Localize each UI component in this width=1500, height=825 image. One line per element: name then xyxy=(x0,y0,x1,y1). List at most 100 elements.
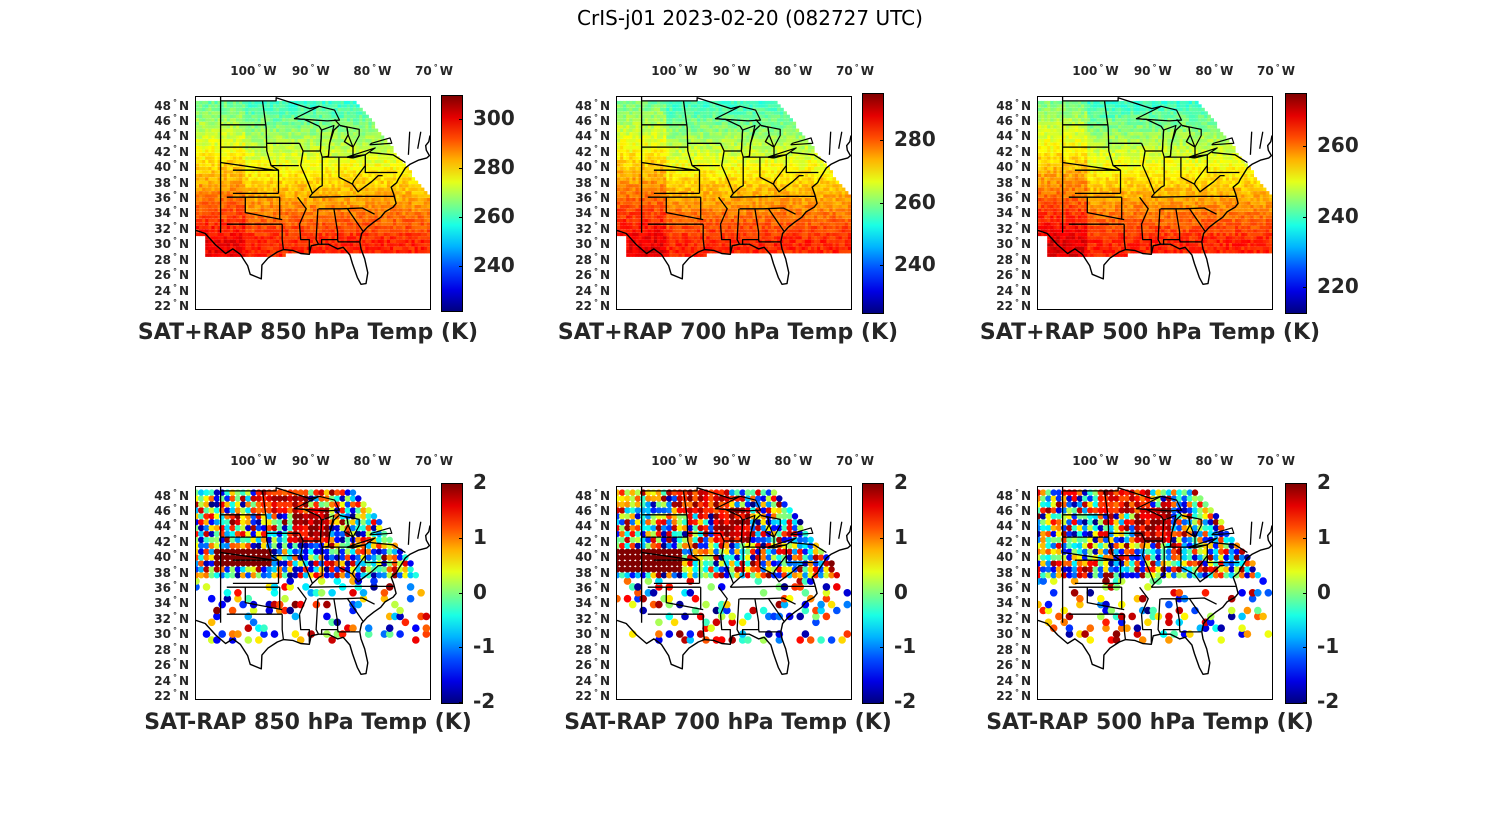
temperature-cell xyxy=(703,243,707,247)
temperature-cell xyxy=(236,232,240,237)
temperature-cell xyxy=(331,100,336,105)
temperature-cell xyxy=(319,201,323,205)
temperature-cell xyxy=(211,250,215,254)
temperature-cell xyxy=(629,191,633,195)
temperature-cell xyxy=(205,239,209,243)
temperature-cell xyxy=(746,187,750,191)
temperature-cell xyxy=(386,159,391,164)
temperature-cell xyxy=(678,211,683,216)
temperature-cell xyxy=(641,222,646,226)
temperature-cell xyxy=(353,198,357,202)
temperature-cell xyxy=(196,232,200,237)
temperature-cell xyxy=(223,163,228,167)
temperature-cell xyxy=(279,173,283,178)
temperature-cell xyxy=(285,125,289,129)
temperature-cell xyxy=(405,194,409,198)
temperature-cell xyxy=(650,194,655,198)
degree-mark: ° xyxy=(433,63,438,72)
temperature-cell xyxy=(396,163,400,167)
temperature-cell xyxy=(712,184,716,188)
temperature-cell xyxy=(300,208,305,212)
temperature-cell xyxy=(349,184,354,188)
temperature-cell xyxy=(792,177,797,181)
temperature-cell xyxy=(276,208,280,212)
temperature-cell xyxy=(684,250,689,254)
temperature-cell xyxy=(426,229,430,233)
temperature-cell xyxy=(325,236,329,240)
temperature-cell xyxy=(285,187,289,191)
temperature-cell xyxy=(279,208,283,212)
lat-value: 46 xyxy=(154,113,171,128)
temperature-cell xyxy=(282,142,286,146)
temperature-cell xyxy=(703,180,707,184)
temperature-cell xyxy=(273,118,277,122)
temperature-cell xyxy=(319,177,323,181)
temperature-cell xyxy=(365,177,369,181)
temperature-cell xyxy=(260,184,265,188)
temperature-cell xyxy=(279,253,283,257)
temperature-cell xyxy=(669,246,673,250)
temperature-cell xyxy=(220,125,225,129)
temperature-cell xyxy=(294,118,299,122)
temperature-cell xyxy=(199,159,203,164)
temperature-cell xyxy=(423,225,428,230)
temperature-cell xyxy=(328,201,332,205)
temperature-cell xyxy=(325,173,329,178)
temperature-cell xyxy=(282,159,286,164)
temperature-cell xyxy=(730,246,735,250)
temperature-cell xyxy=(273,211,277,216)
temperature-cell xyxy=(260,198,265,202)
temperature-cell xyxy=(359,132,363,136)
temperature-cell xyxy=(353,201,357,205)
temperature-cell xyxy=(294,173,299,178)
temperature-cell xyxy=(789,232,793,237)
temperature-cell xyxy=(223,222,228,226)
temperature-cell xyxy=(232,149,237,153)
temperature-cell xyxy=(657,253,661,257)
temperature-cell xyxy=(223,100,228,105)
temperature-cell xyxy=(780,250,784,254)
temperature-cell xyxy=(706,191,710,195)
temperature-cell xyxy=(356,243,360,247)
temperature-cell xyxy=(239,107,243,112)
temperature-cell xyxy=(706,232,710,237)
temperature-cell xyxy=(306,239,311,243)
temperature-cell xyxy=(629,236,633,240)
temperature-cell xyxy=(297,170,302,174)
temperature-cell xyxy=(245,173,249,178)
temperature-cell xyxy=(260,201,265,205)
temperature-cell xyxy=(279,139,283,143)
temperature-cell xyxy=(269,142,274,146)
temperature-cell xyxy=(306,163,311,167)
temperature-cell xyxy=(767,250,772,254)
temperature-cell xyxy=(254,132,259,136)
temperature-cell xyxy=(712,229,716,233)
temperature-cell xyxy=(208,152,212,157)
temperature-cell xyxy=(807,239,812,243)
temperature-cell xyxy=(734,191,738,195)
temperature-cell xyxy=(721,187,726,191)
temperature-cell xyxy=(383,218,388,223)
temperature-cell xyxy=(829,201,833,205)
temperature-cell xyxy=(383,201,388,205)
temperature-cell xyxy=(276,100,280,105)
temperature-cell xyxy=(223,229,228,233)
temperature-cell xyxy=(226,246,231,250)
temperature-cell xyxy=(340,246,345,250)
temperature-cell xyxy=(337,211,342,216)
temperature-cell xyxy=(319,166,323,171)
temperature-cell xyxy=(245,142,249,146)
temperature-cell xyxy=(248,107,252,112)
temperature-cell xyxy=(319,173,323,178)
temperature-cell xyxy=(402,191,406,195)
temperature-cell xyxy=(196,187,200,191)
temperature-cell xyxy=(417,239,422,243)
temperature-cell xyxy=(263,180,268,184)
temperature-cell xyxy=(306,191,311,195)
temperature-cell xyxy=(374,215,379,219)
temperature-cell xyxy=(282,236,286,240)
temperature-cell xyxy=(832,236,837,240)
temperature-cell xyxy=(331,246,336,250)
temperature-cell xyxy=(420,191,425,195)
temperature-cell xyxy=(297,211,302,216)
